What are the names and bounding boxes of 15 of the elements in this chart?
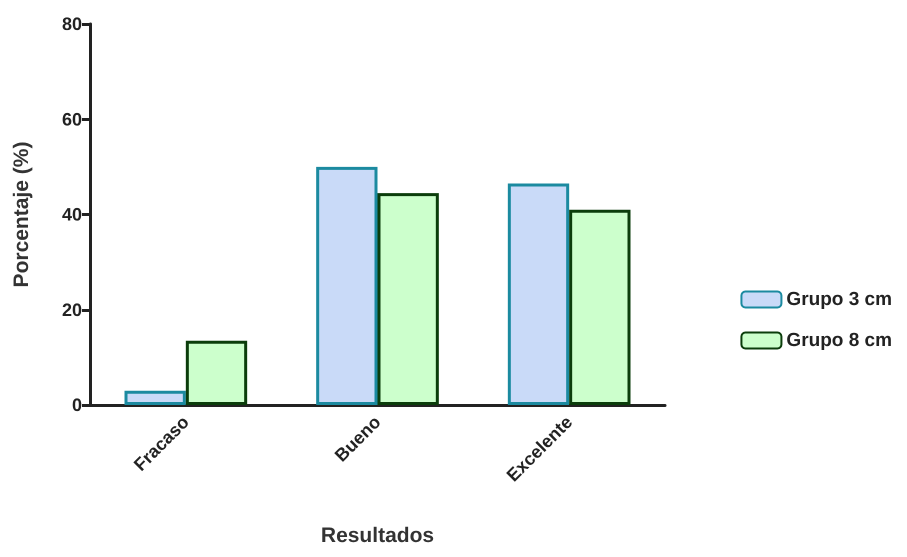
y-tick-label: 20 xyxy=(62,300,82,320)
y-tick-label: 80 xyxy=(62,14,82,34)
y-axis-title: Porcentaje (%) xyxy=(10,142,33,288)
y-tick-label: 60 xyxy=(62,109,82,130)
bar xyxy=(124,390,186,405)
y-tick-label: 40 xyxy=(62,204,82,224)
y-tick-label: 0 xyxy=(72,395,82,415)
bar xyxy=(569,210,630,405)
bar xyxy=(508,184,570,405)
legend-label: Grupo 8 cm xyxy=(786,330,892,351)
legend-label: Grupo 3 cm xyxy=(786,289,892,310)
bar xyxy=(316,166,378,405)
x-axis-title: Resultados xyxy=(320,524,434,547)
bar xyxy=(378,193,439,405)
bar xyxy=(186,340,248,405)
